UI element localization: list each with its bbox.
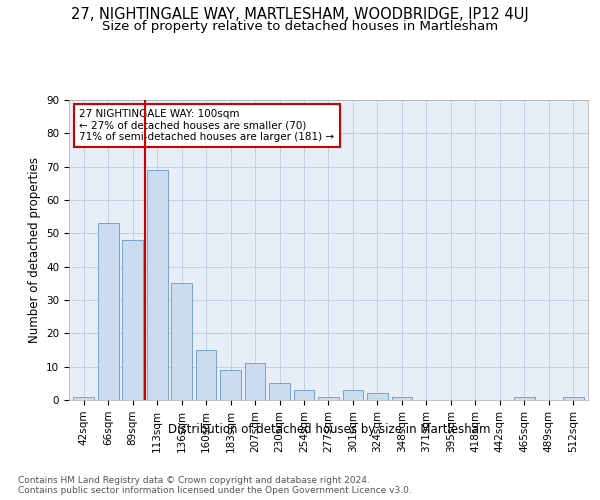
Text: Contains public sector information licensed under the Open Government Licence v3: Contains public sector information licen… (18, 486, 412, 495)
Bar (220, 370, 241, 400)
Bar (196, 350, 217, 400)
Bar (98, 224, 119, 400)
Bar (514, 396, 535, 400)
Bar (367, 394, 388, 400)
Bar (343, 390, 364, 400)
Text: 27, NIGHTINGALE WAY, MARTLESHAM, WOODBRIDGE, IP12 4UJ: 27, NIGHTINGALE WAY, MARTLESHAM, WOODBRI… (71, 8, 529, 22)
Bar (147, 170, 167, 400)
Text: Size of property relative to detached houses in Martlesham: Size of property relative to detached ho… (102, 20, 498, 33)
Text: Contains HM Land Registry data © Crown copyright and database right 2024.: Contains HM Land Registry data © Crown c… (18, 476, 370, 485)
Bar (269, 384, 290, 400)
Y-axis label: Number of detached properties: Number of detached properties (28, 157, 41, 343)
Bar (73, 396, 94, 400)
Bar (171, 284, 192, 400)
Bar (293, 390, 314, 400)
Text: 27 NIGHTINGALE WAY: 100sqm
← 27% of detached houses are smaller (70)
71% of semi: 27 NIGHTINGALE WAY: 100sqm ← 27% of deta… (79, 109, 335, 142)
Bar (563, 396, 584, 400)
Bar (122, 240, 143, 400)
Text: Distribution of detached houses by size in Martlesham: Distribution of detached houses by size … (167, 422, 490, 436)
Bar (245, 364, 265, 400)
Bar (318, 396, 339, 400)
Bar (392, 396, 412, 400)
